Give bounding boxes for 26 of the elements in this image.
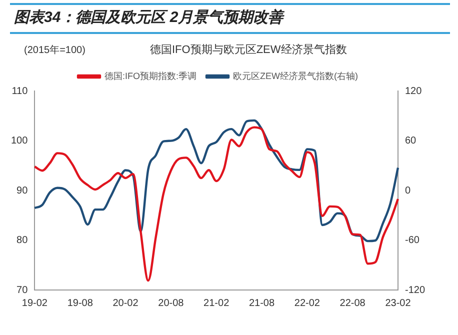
x-tick-label: 20-08 <box>158 298 184 309</box>
line-series <box>34 119 400 242</box>
y-axis-title: (2015年=100) <box>24 44 86 57</box>
y2-tick-label: 60 <box>404 136 417 146</box>
x-tick-label: 21-08 <box>248 298 275 309</box>
y-tick-label: 100 <box>10 136 28 146</box>
chart-subtitle: 德国IFO预期与欧元区ZEW经济景气指数 <box>150 42 347 57</box>
y-tick-label: 110 <box>12 86 28 97</box>
x-tick-label: 19-08 <box>67 298 94 309</box>
y2-tick-label: -120 <box>404 284 426 296</box>
y-tick-label: 90 <box>16 185 28 196</box>
y-tick-label: 70 <box>16 284 28 296</box>
x-tick-label: 22-02 <box>294 298 320 309</box>
legend-label: 德国:IFO预期指数:季调 <box>104 70 197 81</box>
x-tick-label: 20-02 <box>112 298 139 309</box>
line-series <box>34 126 400 282</box>
chart-title: 图表34：德国及欧元区 2月景气预期改善 <box>14 8 284 27</box>
x-tick-label: 19-02 <box>22 298 48 309</box>
y-tick-label: 80 <box>16 235 28 246</box>
y2-tick-label: 120 <box>404 86 422 97</box>
x-tick-label: 21-02 <box>204 298 230 309</box>
y2-tick-label: 0 <box>404 185 411 196</box>
y2-tick-label: -60 <box>404 235 420 246</box>
x-tick-label: 23-02 <box>385 298 412 309</box>
x-tick-label: 22-08 <box>340 298 366 309</box>
legend-label: 欧元区ZEW经济景气指数(右轴) <box>233 70 358 81</box>
